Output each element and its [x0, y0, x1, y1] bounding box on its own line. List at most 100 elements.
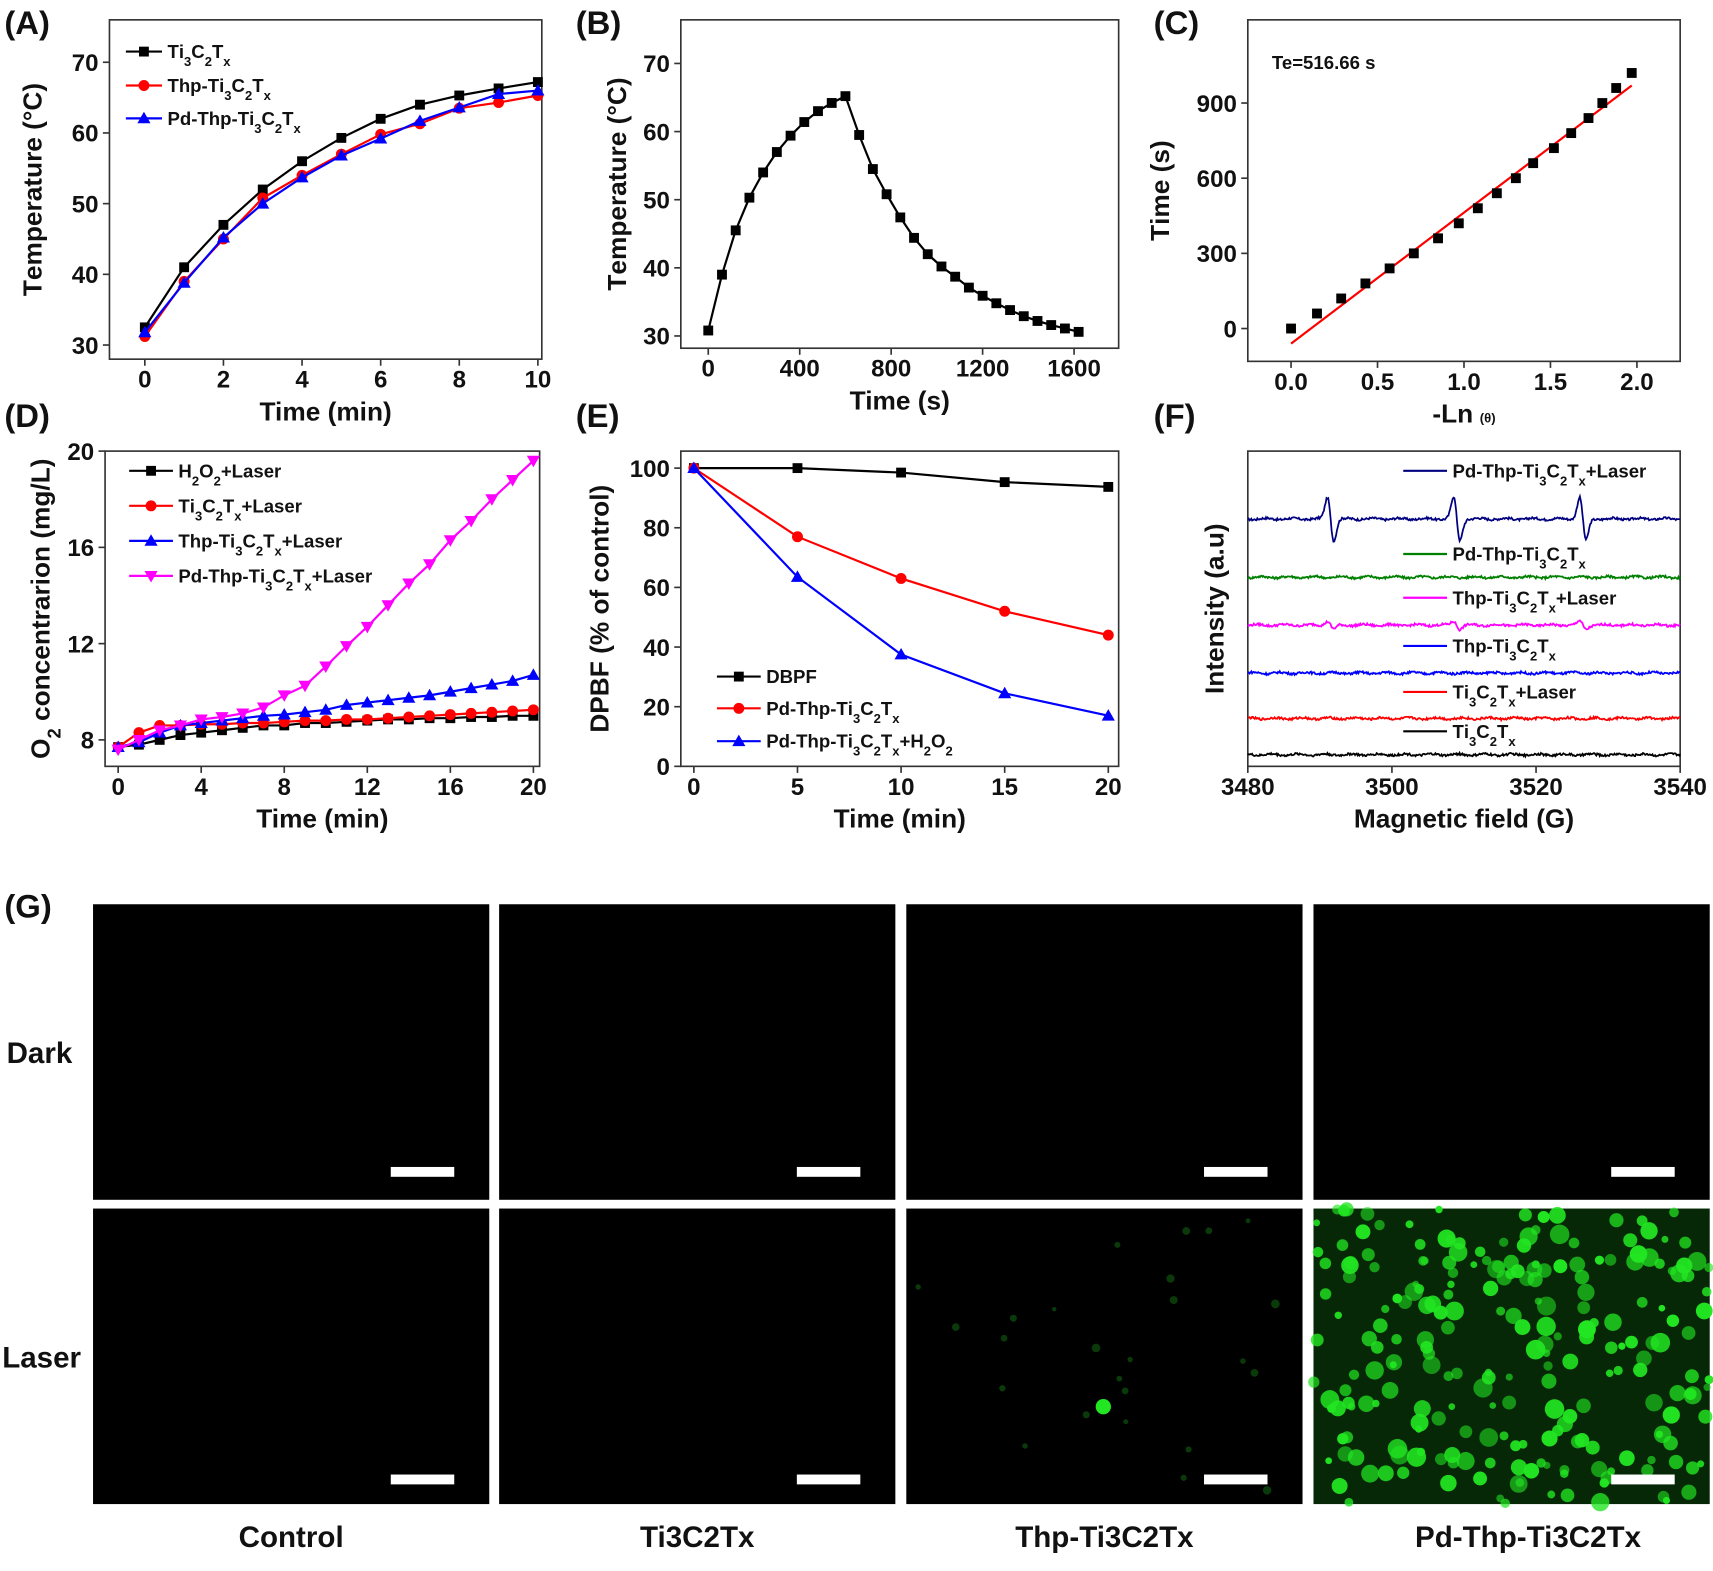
fluorescent-cell [1473, 1471, 1488, 1486]
series-line [707, 94, 1079, 333]
data-point [334, 149, 348, 161]
x-tick-label: 0 [687, 774, 700, 801]
series-2 [687, 461, 1115, 721]
data-point [1103, 481, 1114, 492]
fluorescent-cell [1560, 1488, 1575, 1503]
fluorescent-cell [1325, 1457, 1333, 1465]
y-tick-label: 100 [630, 456, 670, 483]
fluorescent-cell [1666, 1314, 1680, 1327]
data-point [196, 727, 207, 738]
x-tick-label: 3500 [1365, 774, 1419, 801]
x-tick-label: 4 [295, 367, 309, 394]
legend-label: DBPF [766, 666, 817, 687]
data-point [403, 711, 415, 723]
fluorescent-cell [1424, 1295, 1442, 1313]
y-tick-label: 40 [643, 256, 670, 283]
fluorescent-cell [1541, 1430, 1558, 1447]
fluorescent-cell [1647, 1455, 1656, 1465]
fluorescent-cell [1361, 1248, 1375, 1262]
data-point [256, 702, 271, 714]
data-point [493, 97, 505, 109]
legend-label: Ti3C2Tx+Laser [178, 495, 302, 523]
fluorescent-cell [1661, 1235, 1669, 1243]
data-point [319, 703, 333, 715]
fluorescent-cell [1385, 1354, 1403, 1371]
fluorescent-cell [1547, 1490, 1556, 1499]
faint-cell [999, 1385, 1006, 1392]
fluorescent-cell [1327, 1403, 1337, 1413]
y-tick-label: 60 [643, 119, 670, 146]
legend-marker [137, 111, 151, 124]
data-point [1528, 158, 1539, 169]
x-tick-label: 800 [871, 356, 911, 383]
fluorescent-cell [1410, 1413, 1429, 1432]
x-tick-label: 15 [991, 774, 1018, 801]
data-point [1510, 173, 1521, 184]
fluorescent-cell [1505, 1373, 1513, 1381]
faint-cell [1127, 1356, 1133, 1363]
x-tick-label: 16 [437, 774, 464, 801]
data-point [138, 325, 152, 338]
data-point [528, 710, 539, 721]
data-point [485, 677, 499, 690]
x-axis-label: Time (min) [256, 804, 388, 834]
fluorescent-cell [1681, 1326, 1696, 1340]
legend-marker [146, 465, 156, 476]
legend-marker [732, 734, 746, 747]
series-5 [1247, 750, 1681, 759]
fluorescent-cell [1445, 1301, 1464, 1321]
faint-cell [1022, 1443, 1028, 1449]
series-2 [138, 83, 545, 338]
data-point [999, 605, 1011, 617]
data-point [998, 686, 1012, 699]
data-point [320, 715, 332, 727]
y-tick-label: 60 [72, 121, 99, 148]
x-tick-label: 3480 [1221, 774, 1275, 801]
data-point [532, 77, 543, 87]
x-tick-label: 20 [1095, 774, 1122, 801]
fluorescent-cell [1613, 1365, 1623, 1376]
data-point [299, 715, 311, 727]
x-tick-label: 2 [217, 367, 230, 394]
fluorescent-cell [1479, 1428, 1499, 1447]
data-point [217, 725, 227, 736]
fluorescent-cell [1443, 1289, 1454, 1300]
fluorescent-cell [1668, 1454, 1684, 1470]
fluorescent-cell [1697, 1460, 1705, 1468]
fluorescent-cell [1543, 1361, 1553, 1371]
fluorescent-cell [1684, 1369, 1699, 1384]
fluorescent-cell [1577, 1301, 1591, 1315]
panel-labels: (A) (B) (C) (D) (E) (F) (G) [4, 4, 1199, 924]
data-point [1472, 203, 1483, 214]
data-point [177, 276, 191, 288]
series-line [693, 467, 1109, 717]
y-tick-label: 20 [643, 694, 670, 721]
x-tick-label: 0 [138, 367, 151, 394]
series-4 [1247, 714, 1681, 723]
faint-cell [1000, 1334, 1008, 1342]
fluorescent-cell [1443, 1371, 1454, 1382]
y-axis-label: Time (s) [1145, 140, 1175, 241]
data-point [375, 113, 386, 124]
data-point [402, 578, 416, 591]
fluorescent-cell [1577, 1283, 1595, 1301]
micrograph-image [906, 1208, 1303, 1505]
fluorescent-cell [1348, 1369, 1360, 1380]
data-point [790, 570, 805, 582]
data-point [1384, 263, 1395, 274]
legend-label: Pd-Thp-Ti3C2Tx [167, 108, 301, 135]
plot-frame [680, 19, 1120, 350]
data-point [1312, 308, 1322, 319]
fluorescent-cell [1669, 1385, 1686, 1402]
data-point [452, 100, 466, 113]
faint-cell [1169, 1296, 1178, 1305]
data-point [336, 132, 347, 143]
fluorescent-cell [1553, 1259, 1568, 1274]
column-label: Control [239, 1521, 344, 1554]
data-point [402, 691, 416, 703]
x-tick-label: 0.0 [1274, 369, 1307, 396]
faint-cell [1245, 1218, 1251, 1224]
micrograph-grid: Dark Laser Control Ti3C2Tx Thp-Ti3C2Tx Pd-Thp… [2, 904, 1713, 1554]
x-tick-label: 400 [780, 356, 820, 383]
series-3 [111, 455, 540, 757]
